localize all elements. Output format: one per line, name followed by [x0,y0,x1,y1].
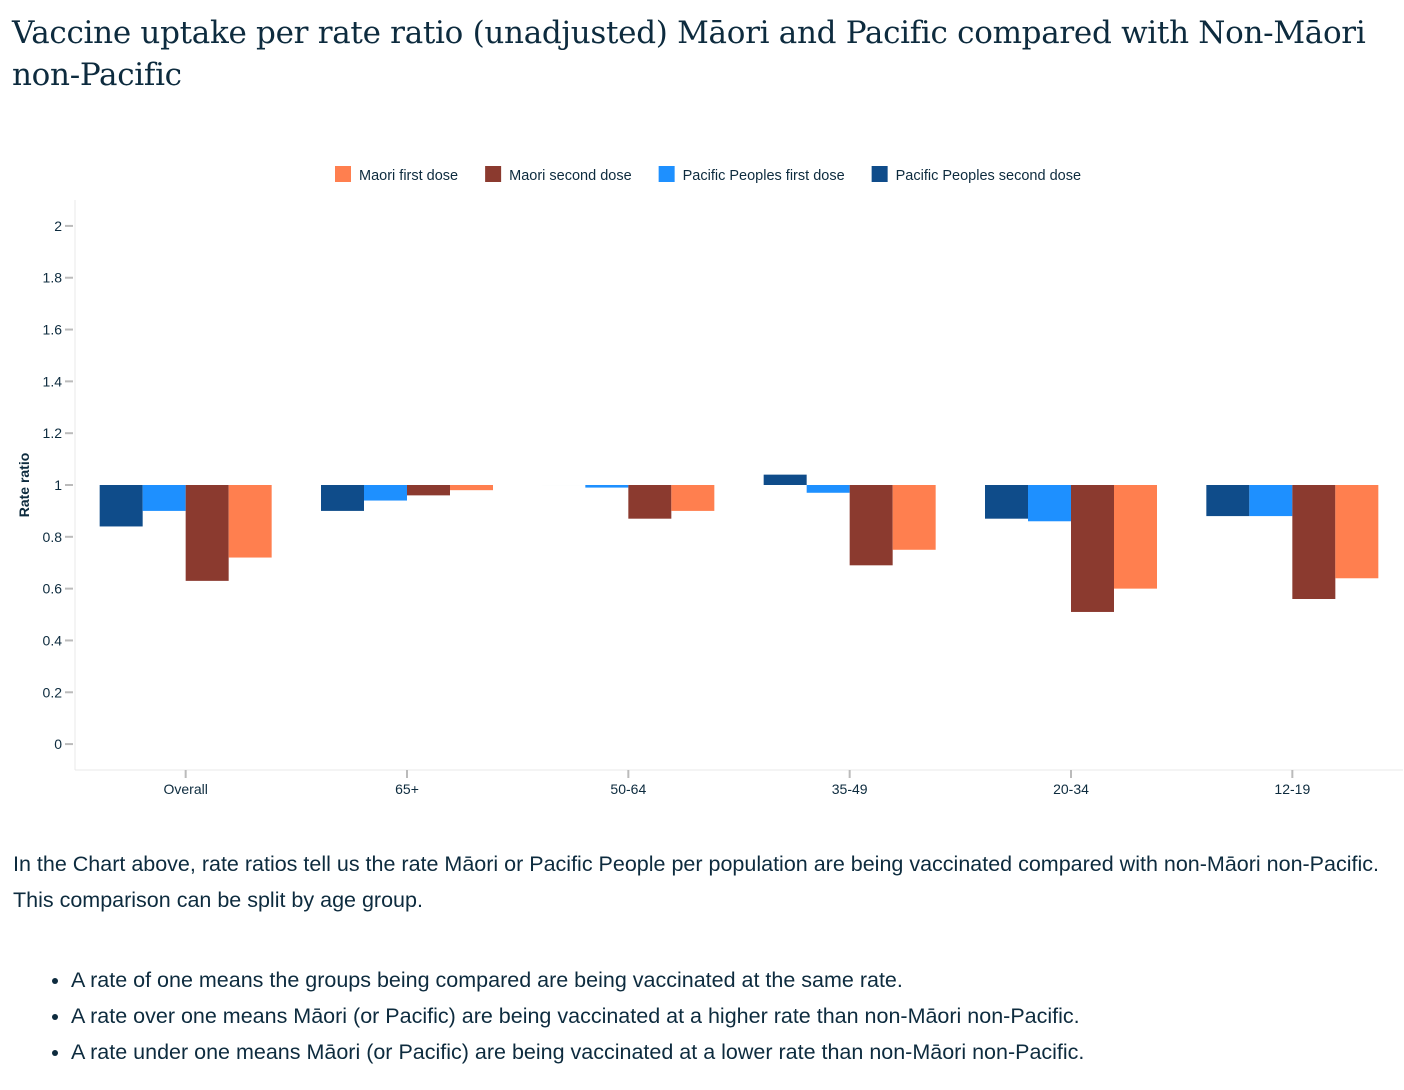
bar-pacific-peoples-first-dose [806,485,850,493]
legend: Maori first dose Maori second dose Pacific… [335,166,1081,184]
bar-chart: 0 0.2 0.4 0.6 0.8 1 1.2 1.4 1.6 1.8 2 Rate ratio Ove… [16,166,1403,797]
bar-maori-second-dose [407,485,450,496]
bar-maori-first-dose [450,485,493,491]
legend-label: Maori second dose [509,168,632,184]
y-tick-label: 2 [54,218,62,234]
bar-pacific-peoples-second-dose [763,474,807,485]
bar-maori-second-dose [185,485,229,581]
bar-maori-first-dose [671,485,715,511]
y-tick-label: 0 [54,736,62,752]
bullet-item: A rate over one means Māori (or Pacific)… [71,998,1084,1034]
legend-swatch [485,166,502,182]
bullet-item: A rate of one means the groups being com… [71,962,1084,998]
y-tick-label: 0.8 [43,529,63,545]
x-tick-label: 50-64 [610,781,646,797]
x-tick-label: 65+ [395,781,419,797]
chart-description: In the Chart above, rate ratios tell us … [13,852,1379,912]
x-tick-label: 35-49 [832,781,868,797]
x-tick-label: 20-34 [1053,781,1089,797]
bar-maori-second-dose [849,485,893,566]
x-tick-label: Overall [163,781,207,797]
y-tick-label: 1.4 [43,373,63,389]
bar-pacific-peoples-second-dose [985,485,1028,519]
bar-pacific-peoples-first-dose [364,485,407,501]
bar-maori-second-dose [1071,485,1114,612]
bar-maori-first-dose [892,485,936,550]
bar-maori-second-dose [1292,485,1336,599]
bar-pacific-peoples-second-dose [99,485,143,527]
bar-pacific-peoples-first-dose [585,485,629,488]
bar-pacific-peoples-first-dose [1028,485,1071,522]
y-tick-label: 0.4 [43,632,63,648]
bar-pacific-peoples-first-dose [142,485,186,511]
page-title: Vaccine uptake per rate ratio (unadjuste… [12,15,1366,93]
y-tick-label: 1.8 [43,270,63,286]
bar-maori-first-dose [1114,485,1157,589]
y-tick-label: 0.2 [43,684,63,700]
bullet-item: A rate under one means Māori (or Pacific… [71,1034,1084,1070]
legend-label: Pacific Peoples first dose [683,168,845,184]
bar-maori-first-dose [228,485,272,558]
x-tick-label: 12-19 [1274,781,1310,797]
legend-label: Maori first dose [359,168,458,184]
bar-pacific-peoples-second-dose [1206,485,1250,517]
y-tick-label: 1 [54,477,62,493]
legend-swatch [335,166,351,182]
bar-pacific-peoples-second-dose [321,485,364,511]
bar-pacific-peoples-first-dose [1249,485,1293,517]
legend-label: Pacific Peoples second dose [896,168,1081,184]
bar-maori-first-dose [1335,485,1379,579]
bar-maori-second-dose [628,485,672,519]
explanation-list: A rate of one means the groups being com… [13,962,1084,1070]
legend-swatch [871,166,888,182]
y-tick-label: 0.6 [43,581,63,597]
legend-swatch [658,166,675,182]
y-axis-title: Rate ratio [16,453,32,518]
y-tick-label: 1.6 [43,322,63,338]
y-tick-label: 1.2 [43,425,63,441]
